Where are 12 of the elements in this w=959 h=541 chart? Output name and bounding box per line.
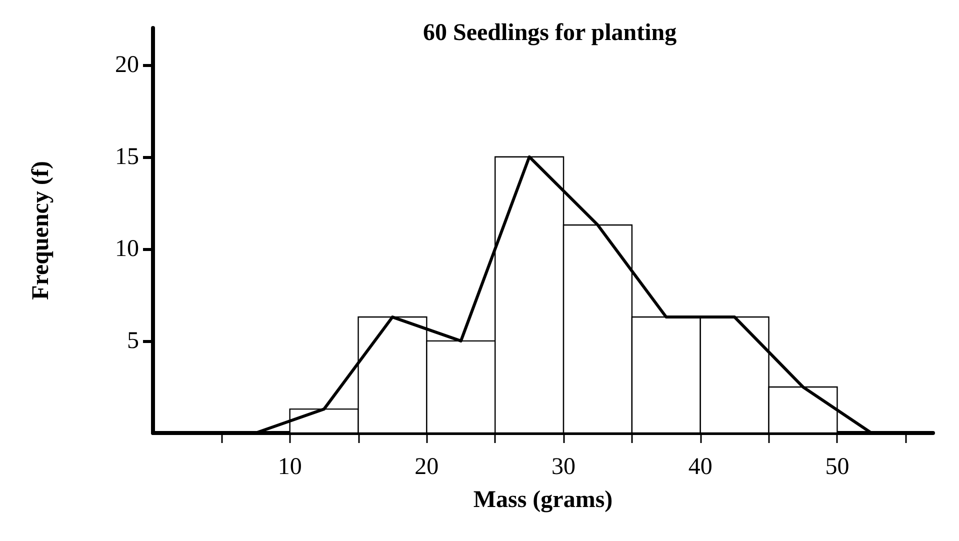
y-tick-label: 10 <box>115 236 139 262</box>
x-tick-label: 20 <box>414 454 439 480</box>
y-axis-title: Frequency (f) <box>28 161 54 300</box>
y-tick-label: 15 <box>115 144 139 170</box>
y-tick-label: 5 <box>127 328 139 354</box>
x-tick-label: 30 <box>552 454 576 480</box>
x-tick-label: 50 <box>825 454 850 480</box>
chart-title: 60 Seedlings for planting <box>423 20 677 46</box>
x-tick-label: 10 <box>278 454 302 480</box>
x-tick-label: 40 <box>688 454 712 480</box>
x-axis-title: Mass (grams) <box>473 487 613 513</box>
y-tick-label: 20 <box>115 52 139 78</box>
